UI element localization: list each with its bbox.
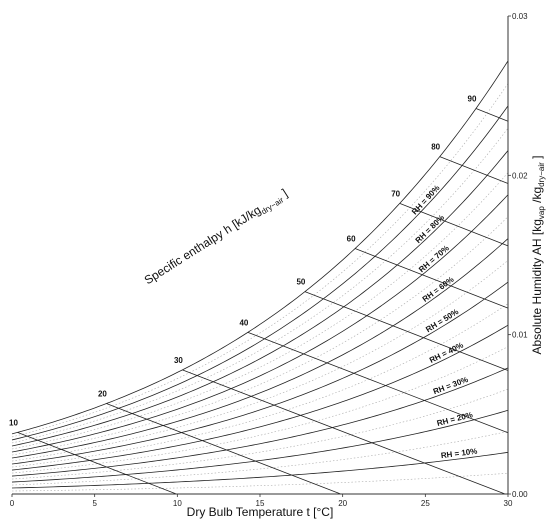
rh-minor-curve (11, 172, 509, 450)
x-tick-label: 20 (338, 499, 347, 508)
rh-minor-curve (11, 303, 509, 468)
x-tick-label: 25 (421, 499, 430, 508)
x-tick-label: 0 (10, 499, 15, 508)
rh-curve (11, 238, 509, 459)
enthalpy-line (354, 248, 509, 309)
enthalpy-value-label: 30 (174, 356, 183, 365)
rh-curve (11, 409, 509, 483)
enthalpy-line (475, 108, 509, 122)
enthalpy-line (106, 403, 341, 495)
x-axis-title: Dry Bulb Temperature t [°C] (187, 505, 334, 519)
rh-curve-label: RH = 50% (424, 307, 460, 334)
rh-curve (11, 150, 509, 447)
enthalpy-line (439, 156, 509, 184)
enthalpy-line (304, 291, 509, 371)
enthalpy-value-label: 90 (468, 95, 477, 104)
rh-curve-label: RH = 30% (432, 375, 470, 396)
rh-curve-label: RH = 10% (440, 447, 478, 461)
x-tick-label: 10 (173, 499, 182, 508)
rh-curve (11, 281, 509, 465)
enthalpy-value-label: 80 (431, 143, 440, 152)
rh-minor-curve (11, 388, 509, 480)
rh-minor-curve (11, 83, 509, 438)
y-tick-label: 0.02 (512, 171, 528, 180)
curve-labels: 10 20 30 40 50 60 70 80 90 RH = 10% RH = 20% RH = 3… (9, 95, 478, 461)
rh-curve-label: RH = 20% (436, 410, 474, 428)
rh-curve (11, 367, 509, 477)
x-tick-label: 15 (256, 499, 265, 508)
relative-humidity-curves (11, 60, 509, 489)
rh-curve (11, 105, 509, 441)
enthalpy-value-label: 20 (98, 390, 107, 399)
rh-curve-label: RH = 40% (428, 341, 465, 365)
rh-curve-label: RH = 80% (414, 213, 447, 245)
rh-curve (11, 60, 509, 435)
rh-curve (11, 194, 509, 453)
x-tick-label: 5 (92, 499, 97, 508)
enthalpy-line (247, 331, 509, 434)
enthalpy-value-label: 10 (9, 418, 18, 427)
y-tick-label: 0.01 (512, 331, 528, 340)
rh-minor-curve (11, 216, 509, 456)
enthalpy-line (399, 203, 509, 247)
minor-rh-dotted-lines (11, 83, 509, 492)
enthalpy-lines (17, 108, 509, 495)
rh-curve-label: RH = 60% (421, 275, 456, 304)
rh-minor-curve (11, 128, 509, 444)
enthalpy-value-label: 50 (296, 278, 305, 287)
enthalpy-line (182, 369, 506, 495)
x-tick-label: 30 (504, 499, 513, 508)
y-axis-title: Absolute Humidity AH [kgvap /kgdry−air ] (530, 155, 546, 354)
rh-curve (11, 324, 509, 471)
rh-minor-curve (11, 260, 509, 462)
tick-marks-and-labels: 0 5 10 15 20 25 300.000.010.020.03 (10, 12, 528, 508)
rh-minor-curve (11, 472, 509, 492)
rh-curve (11, 451, 509, 489)
enthalpy-axis-title: Specific enthalpy h [kJ/kgdry−air ] (142, 186, 291, 289)
enthalpy-value-label: 70 (391, 189, 400, 198)
enthalpy-value-label: 40 (239, 318, 248, 327)
rh-minor-curve (11, 346, 509, 474)
enthalpy-line (17, 432, 177, 495)
y-tick-label: 0.00 (512, 490, 528, 499)
enthalpy-value-label: 60 (347, 235, 356, 244)
rh-minor-curve (11, 431, 509, 486)
y-tick-label: 0.03 (512, 12, 528, 21)
